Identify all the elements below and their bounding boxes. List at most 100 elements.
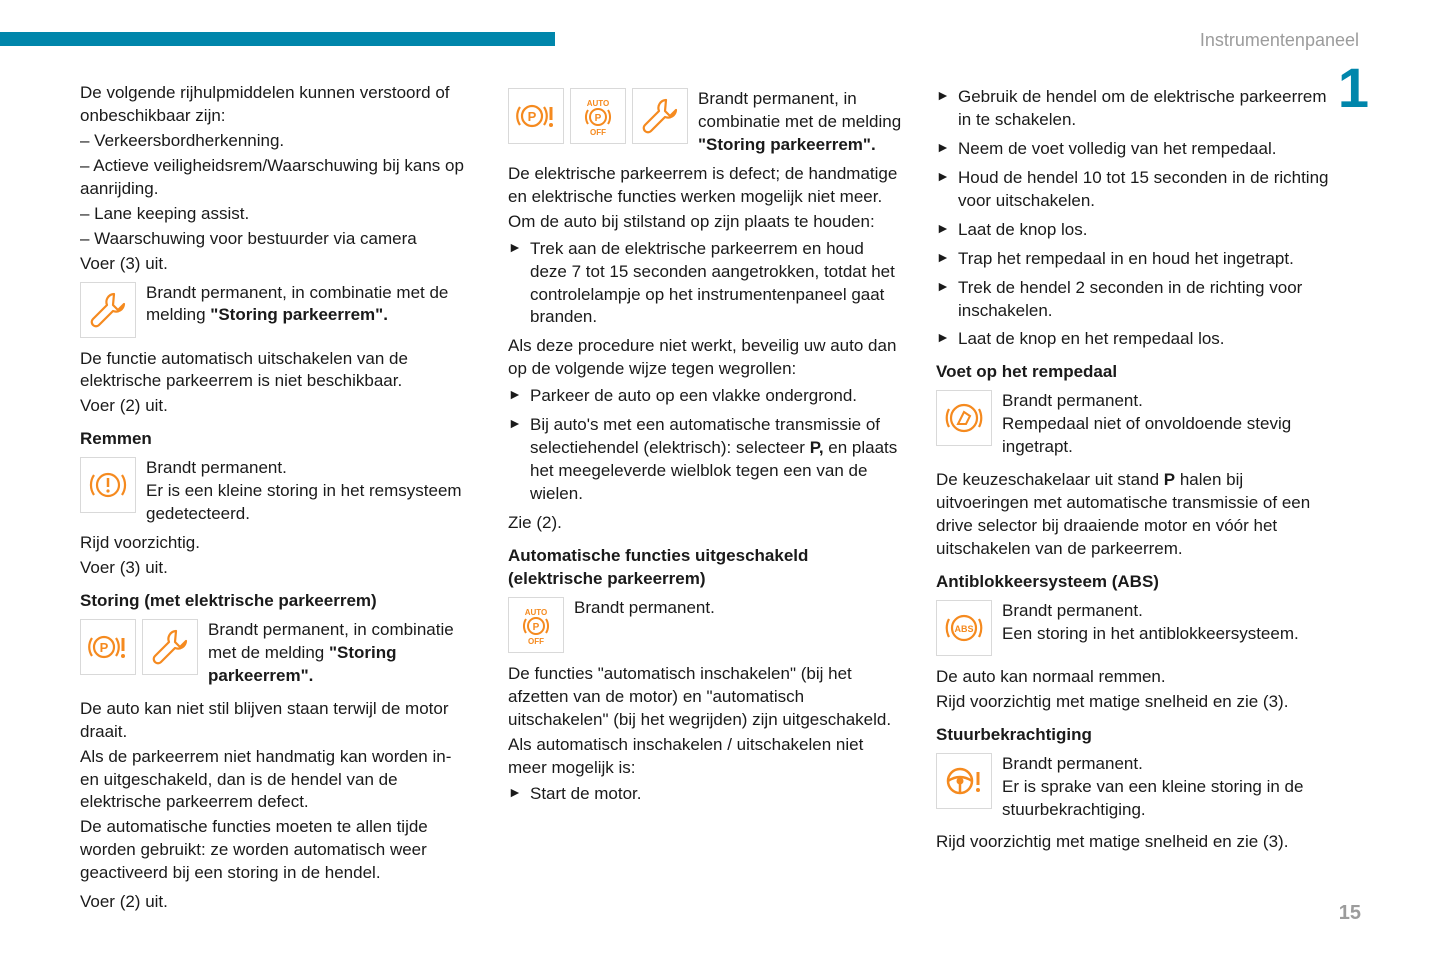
list-item: Trap het rempedaal in en houd het ingetr… [936,248,1330,271]
body-text: – Waarschuwing voor bestuurder via camer… [80,228,474,251]
body-text: Voer (3) uit. [80,253,474,276]
body-text: De keuzeschakelaar uit stand P halen bij… [936,469,1330,561]
list-item: Houd de hendel 10 tot 15 seconden in de … [936,167,1330,213]
body-text: De auto kan normaal remmen. [936,666,1330,689]
svg-text:OFF: OFF [528,637,544,646]
icon-text-row: ABS Brandt permanent. Een storing in het… [936,600,1330,656]
list-item: Neem de voet volledig van het rempedaal. [936,138,1330,161]
body-text: De functie automatisch uitschakelen van … [80,348,474,394]
body-text: De auto kan niet stil blijven staan terw… [80,698,474,744]
subheading: Remmen [80,428,474,451]
action-list: Start de motor. [508,783,902,806]
icon-caption: Brandt permanent, in combinatie met de m… [698,88,902,157]
subheading: Stuurbekrachtiging [936,724,1330,747]
svg-text:AUTO: AUTO [587,99,610,108]
action-list: Parkeer de auto op een vlakke ondergrond… [508,385,902,506]
column-3: Gebruik de hendel om de elektrische park… [936,82,1330,916]
section-label: Instrumentenpaneel [1200,30,1359,51]
subheading: Storing (met elektrische parkeerrem) [80,590,474,613]
body-text: De volgende rijhulpmiddelen kunnen verst… [80,82,474,128]
body-text: De automatische functies moeten te allen… [80,816,474,885]
parking-brake-fault-icon: P [508,88,564,144]
icon-caption: Brandt permanent, in combinatie met de m… [208,619,474,688]
subheading: Antiblokkeersysteem (ABS) [936,571,1330,594]
svg-text:OFF: OFF [590,128,606,137]
icon-text-row: Brandt permanent. Er is sprake van een k… [936,753,1330,822]
svg-text:P: P [533,622,540,633]
icon-caption: Brandt permanent. Een storing in het ant… [1002,600,1330,646]
body-text-bold: "Storing parkeerrem". [698,135,876,154]
list-item: Trek aan de elektrische parkeerrem en ho… [508,238,902,330]
icon-text-row: AUTO P OFF Brandt permanent. [508,597,902,653]
body-text: De functies "automatisch inschakelen" (b… [508,663,902,732]
body-text: Brandt permanent. [574,598,715,617]
icon-text-row: Brandt permanent. Er is een kleine stori… [80,457,474,526]
body-text: Voer (3) uit. [80,557,474,580]
list-item: Parkeer de auto op een vlakke ondergrond… [508,385,902,408]
body-text: De elektrische parkeerrem is defect; de … [508,163,902,209]
svg-text:P: P [528,109,537,124]
body-text: Brandt permanent. [1002,601,1143,620]
foot-on-pedal-icon [936,390,992,446]
body-text: Voer (2) uit. [80,395,474,418]
body-text: Als automatisch inschakelen / uitschakel… [508,734,902,780]
body-text: Brandt permanent. [146,458,287,477]
list-item: Gebruik de hendel om de elektrische park… [936,86,1330,132]
wrench-icon [632,88,688,144]
column-2: P AUTO P OFF [508,82,902,916]
list-item: Bij auto's met een automatische transmis… [508,414,902,506]
body-text: Rijd voorzichtig met matige snelheid en … [936,831,1330,854]
svg-text:P: P [100,640,109,655]
list-item: Start de motor. [508,783,902,806]
body-text: – Lane keeping assist. [80,203,474,226]
body-text: Brandt permanent, in combinatie met de m… [698,89,901,131]
icon-text-row: Brandt permanent. Rempedaal niet of onvo… [936,390,1330,459]
body-text: Een storing in het antiblokkeersysteem. [1002,624,1299,643]
body-text: Brandt permanent. [1002,754,1143,773]
power-steering-icon [936,753,992,809]
body-text: – Actieve veiligheidsrem/Waarschuwing bi… [80,155,474,201]
body-text: Om de auto bij stilstand op zijn plaats … [508,211,902,234]
body-text: De keuzeschakelaar uit stand [936,470,1164,489]
abs-icon: ABS [936,600,992,656]
wrench-icon [142,619,198,675]
icon-text-row: Brandt permanent, in combinatie met de m… [80,282,474,338]
page: Instrumentenpaneel 1 15 De volgende rijh… [0,0,1445,963]
list-item: Laat de knop en het rempedaal los. [936,328,1330,351]
body-text-bold: "Storing parkeerrem". [210,305,388,324]
svg-text:P: P [595,113,602,124]
body-text: Als deze procedure niet werkt, beveilig … [508,335,902,381]
body-text: Er is een kleine storing in het remsyste… [146,481,462,523]
auto-p-off-icon: AUTO P OFF [570,88,626,144]
brake-warning-icon [80,457,136,513]
icon-caption: Brandt permanent, in combinatie met de m… [146,282,474,328]
columns: De volgende rijhulpmiddelen kunnen verst… [80,82,1370,916]
body-text: Rijd voorzichtig met matige snelheid en … [936,691,1330,714]
body-text: Rijd voorzichtig. [80,532,474,555]
body-text-bold: P, [810,438,824,457]
body-text: Voer (2) uit. [80,891,474,914]
accent-bar [0,32,555,46]
body-text: Zie (2). [508,512,902,535]
body-text: Als de parkeerrem niet handmatig kan wor… [80,746,474,815]
list-item: Laat de knop los. [936,219,1330,242]
icon-text-row: P AUTO P OFF [508,88,902,157]
list-item: Trek de hendel 2 seconden in de richting… [936,277,1330,323]
svg-text:ABS: ABS [954,624,973,634]
body-text-bold: P [1164,470,1175,489]
column-1: De volgende rijhulpmiddelen kunnen verst… [80,82,474,916]
body-text: – Verkeersbordherkenning. [80,130,474,153]
subheading: Automatische functies uitgeschakeld (ele… [508,545,902,591]
icon-caption: Brandt permanent. [574,597,902,620]
action-list: Gebruik de hendel om de elektrische park… [936,86,1330,351]
icon-caption: Brandt permanent. Rempedaal niet of onvo… [1002,390,1330,459]
action-list: Trek aan de elektrische parkeerrem en ho… [508,238,902,330]
auto-p-off-icon: AUTO P OFF [508,597,564,653]
body-text: Rempedaal niet of onvoldoende stevig ing… [1002,414,1291,456]
svg-text:AUTO: AUTO [525,608,548,617]
wrench-icon [80,282,136,338]
body-text: Brandt permanent. [1002,391,1143,410]
body-text: Er is sprake van een kleine storing in d… [1002,777,1303,819]
icon-text-row: P Brandt permanent, in combinatie met de… [80,619,474,688]
icon-caption: Brandt permanent. Er is sprake van een k… [1002,753,1330,822]
